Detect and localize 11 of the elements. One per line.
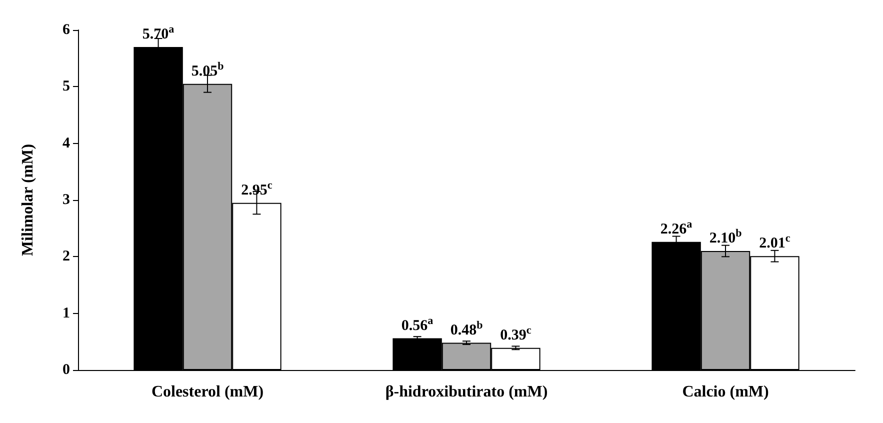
y-tick-label: 5: [62, 78, 70, 95]
x-tick-label: Colesterol (mM): [151, 384, 264, 400]
y-tick-label: 2: [62, 248, 70, 265]
y-tick-label: 4: [62, 135, 70, 152]
y-axis-title: Milimolar (mM): [20, 144, 36, 256]
x-tick-label: β-hidroxibutirato (mM): [385, 384, 548, 400]
y-tick-label: 3: [62, 192, 70, 208]
y-tick-label: 0: [62, 362, 70, 378]
y-tick-label: 1: [62, 305, 70, 322]
x-tick-label: Calcio (mM): [682, 384, 769, 400]
y-tick-label: 6: [62, 22, 70, 38]
